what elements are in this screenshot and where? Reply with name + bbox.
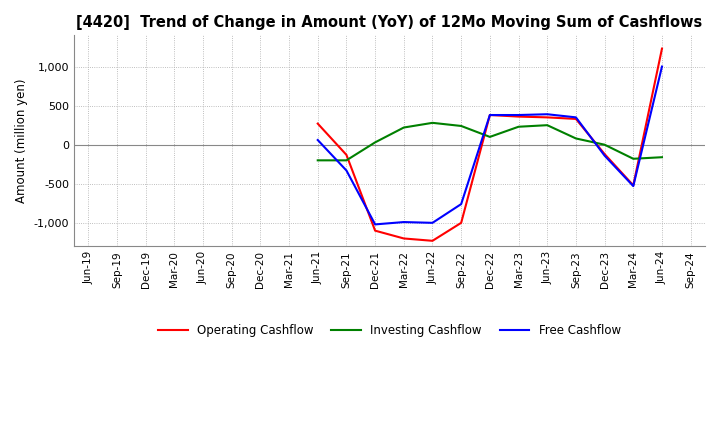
Y-axis label: Amount (million yen): Amount (million yen)	[15, 79, 28, 203]
Investing Cashflow	[371, 140, 379, 145]
Title: [4420]  Trend of Change in Amount (YoY) of 12Mo Moving Sum of Cashflows: [4420] Trend of Change in Amount (YoY) o…	[76, 15, 703, 30]
Investing Cashflow	[543, 123, 552, 128]
Investing Cashflow	[514, 124, 523, 129]
Investing Cashflow	[428, 120, 437, 125]
Free Cashflow	[457, 202, 466, 207]
Investing Cashflow	[572, 136, 580, 141]
Operating Cashflow	[572, 116, 580, 121]
Free Cashflow	[657, 64, 666, 69]
Operating Cashflow	[657, 46, 666, 51]
Operating Cashflow	[543, 115, 552, 120]
Free Cashflow	[342, 168, 351, 173]
Free Cashflow	[371, 222, 379, 227]
Investing Cashflow	[342, 158, 351, 163]
Investing Cashflow	[485, 134, 494, 139]
Free Cashflow	[313, 137, 322, 143]
Line: Operating Cashflow: Operating Cashflow	[318, 48, 662, 241]
Free Cashflow	[600, 153, 609, 158]
Free Cashflow	[485, 112, 494, 117]
Free Cashflow	[400, 220, 408, 225]
Free Cashflow	[514, 112, 523, 117]
Investing Cashflow	[629, 156, 638, 161]
Operating Cashflow	[485, 112, 494, 117]
Investing Cashflow	[600, 142, 609, 147]
Operating Cashflow	[428, 238, 437, 243]
Free Cashflow	[428, 220, 437, 225]
Legend: Operating Cashflow, Investing Cashflow, Free Cashflow: Operating Cashflow, Investing Cashflow, …	[153, 319, 626, 341]
Line: Free Cashflow: Free Cashflow	[318, 66, 662, 224]
Free Cashflow	[543, 112, 552, 117]
Operating Cashflow	[400, 236, 408, 241]
Operating Cashflow	[371, 228, 379, 233]
Line: Investing Cashflow: Investing Cashflow	[318, 123, 662, 160]
Investing Cashflow	[313, 158, 322, 163]
Operating Cashflow	[629, 183, 638, 188]
Operating Cashflow	[514, 114, 523, 119]
Operating Cashflow	[457, 220, 466, 225]
Investing Cashflow	[400, 125, 408, 130]
Operating Cashflow	[313, 121, 322, 126]
Operating Cashflow	[600, 151, 609, 157]
Investing Cashflow	[657, 154, 666, 160]
Free Cashflow	[629, 183, 638, 189]
Investing Cashflow	[457, 123, 466, 128]
Operating Cashflow	[342, 152, 351, 158]
Free Cashflow	[572, 115, 580, 120]
